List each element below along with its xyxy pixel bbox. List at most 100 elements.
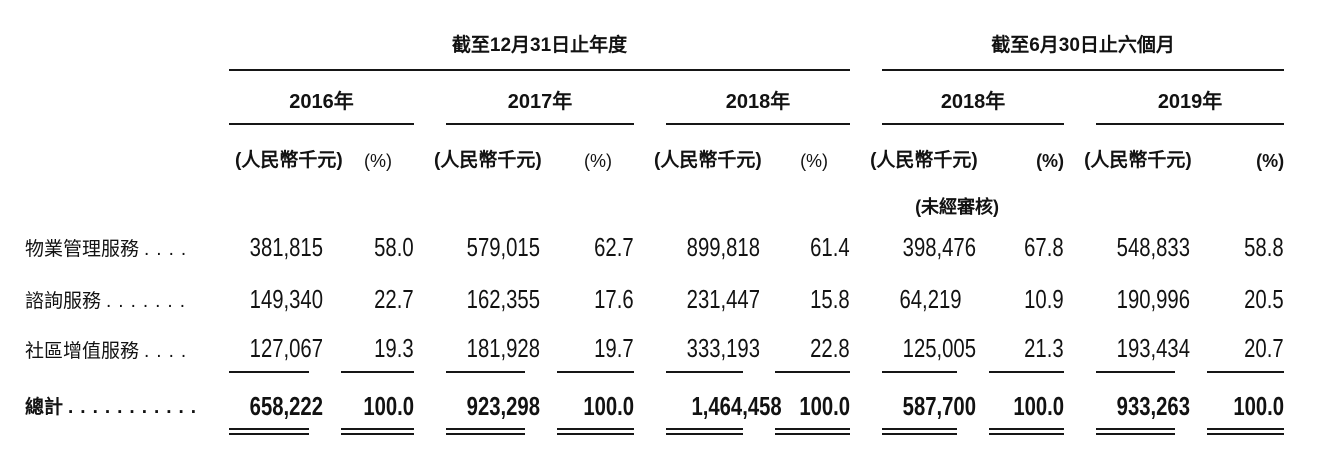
total-value-cell: 587,700 — [850, 373, 976, 435]
percent-cell: 20.7 — [1175, 325, 1285, 373]
percent-cell: 22.8 — [743, 325, 851, 373]
spacer-cell — [25, 125, 229, 177]
year-2018-cell: 2018年 — [634, 71, 851, 125]
double-rule: 587,700 — [882, 391, 976, 435]
value-cell: 398,476 — [902, 231, 977, 262]
year-column-header: 2018年 — [666, 85, 851, 125]
sum-rule: 125,005 — [882, 333, 976, 373]
dot-leader: .... — [144, 238, 194, 260]
value-cell: 149,340 — [249, 283, 323, 314]
double-rule: 100.0 — [989, 391, 1065, 435]
sum-rule: 333,193 — [666, 333, 760, 373]
year-2018-interim-cell: 2018年 — [850, 71, 1065, 125]
row-label: 社區增值服務 — [25, 340, 140, 362]
year-column-header: 2016年 — [229, 85, 414, 125]
total-percent-cell: 100.0 — [309, 373, 414, 435]
double-rule: 1,464,458 — [666, 391, 782, 435]
sum-rule: 19.7 — [557, 333, 634, 373]
unaudited-note: (未經審核) — [915, 197, 1000, 217]
percent-cell: 61.4 — [810, 231, 851, 262]
year-column-header: 2019年 — [1096, 85, 1285, 125]
annual-group-cell: 截至12月31日止年度 — [229, 30, 851, 71]
value-cell: 64,219 — [899, 283, 962, 314]
sum-rule: 19.3 — [341, 333, 414, 373]
value-cell: 333,193 — [634, 325, 760, 373]
sum-rule: 181,928 — [446, 333, 540, 373]
double-rule: 933,263 — [1096, 391, 1190, 435]
unit-header: (人民幣千元) — [434, 150, 542, 171]
value-cell: 899,818 — [686, 231, 760, 262]
row-label-cell: 諮詢服務....... — [25, 273, 229, 325]
total-percent-cell: 100.0 — [525, 373, 634, 435]
unaudited-note-row: (未經審核) — [25, 177, 1284, 221]
dot-leader: .... — [144, 340, 194, 362]
double-rule: 100.0 — [341, 391, 414, 435]
total-percent-cell: 100.0 — [1175, 373, 1285, 435]
value-cell: 193,434 — [1064, 325, 1190, 373]
period-group-row: 截至12月31日止年度 截至6月30日止六個月 — [25, 30, 1285, 71]
percent-cell: 19.7 — [525, 325, 634, 373]
percent-cell: 22.7 — [374, 283, 414, 314]
percent-cell: 58.8 — [1244, 231, 1285, 262]
annual-group-header: 截至12月31日止年度 — [229, 30, 851, 71]
spacer-cell — [1064, 177, 1284, 221]
percent-cell: 19.3 — [309, 325, 414, 373]
subheader-row: (人民幣千元) (%) (人民幣千元) (%) (人民幣千元) (%) (人民幣… — [25, 125, 1284, 177]
percent-cell: 10.9 — [1024, 283, 1065, 314]
total-percent-cell: 100.0 — [957, 373, 1065, 435]
year-2017-cell: 2017年 — [414, 71, 634, 125]
value-cell: 125,005 — [850, 325, 976, 373]
sum-rule: 193,434 — [1096, 333, 1190, 373]
value-cell: 579,015 — [466, 231, 540, 262]
value-cell: 548,833 — [1116, 231, 1191, 262]
sum-rule: 20.7 — [1207, 333, 1285, 373]
percent-cell: 17.6 — [594, 283, 634, 314]
value-cell: 162,355 — [466, 283, 540, 314]
row-label-cell: 物業管理服務.... — [25, 221, 229, 273]
sum-rule: 21.3 — [989, 333, 1065, 373]
value-cell: 181,928 — [414, 325, 540, 373]
table-row-community-vas: 社區增值服務.... 127,067 19.3 181,928 19.7 333… — [25, 325, 1285, 373]
spacer-cell — [25, 177, 850, 221]
dot-leader: ........... — [68, 397, 204, 418]
double-rule: 100.0 — [775, 391, 851, 435]
percent-cell: 21.3 — [957, 325, 1065, 373]
spacer-cell — [25, 30, 229, 71]
percent-cell: 58.0 — [374, 231, 414, 262]
double-rule: 100.0 — [1207, 391, 1285, 435]
row-label: 諮詢服務 — [25, 290, 102, 312]
unit-header: (人民幣千元) — [1084, 150, 1192, 171]
year-column-header: 2018年 — [882, 85, 1065, 125]
percent-cell: 67.8 — [1024, 231, 1065, 262]
percent-header: (%) — [584, 151, 612, 171]
table-row-property-management: 物業管理服務.... 381,815 58.0 579,015 62.7 899… — [25, 221, 1284, 273]
total-value-cell: 658,222 — [229, 373, 323, 435]
row-label-cell: 社區增值服務.... — [25, 325, 229, 373]
total-value-cell: 933,263 — [1064, 373, 1190, 435]
total-value-cell: 923,298 — [414, 373, 540, 435]
percent-cell: 62.7 — [594, 231, 634, 262]
value-cell: 231,447 — [686, 283, 760, 314]
year-2016-cell: 2016年 — [229, 71, 414, 125]
row-label: 物業管理服務 — [25, 238, 140, 260]
unit-header: (人民幣千元) — [654, 150, 762, 171]
unit-header: (人民幣千元) — [870, 150, 978, 171]
year-header-row: 2016年 2017年 2018年 2018年 2019年 — [25, 71, 1285, 125]
spacer-cell — [25, 71, 229, 125]
percent-cell: 15.8 — [810, 283, 851, 314]
unit-header: (人民幣千元) — [235, 150, 343, 171]
double-rule: 100.0 — [557, 391, 634, 435]
interim-group-cell: 截至6月30日止六個月 — [850, 30, 1285, 71]
dot-leader: ....... — [106, 290, 192, 312]
table-row-total: 總計........... 658,222 100.0 923,298 100.… — [25, 373, 1285, 435]
total-percent-cell: 100.0 — [743, 373, 851, 435]
percent-header: (%) — [1036, 151, 1065, 171]
revenue-by-segment-table: 截至12月31日止年度 截至6月30日止六個月 2016年 2017年 2018… — [25, 30, 1285, 435]
table-row-consulting: 諮詢服務....... 149,340 22.7 162,355 17.6 23… — [25, 273, 1284, 325]
total-value-cell: 1,464,458 — [634, 373, 782, 435]
row-label: 總計 — [25, 397, 64, 418]
interim-group-header: 截至6月30日止六個月 — [882, 30, 1285, 71]
percent-cell: 20.5 — [1244, 283, 1285, 314]
percent-header: (%) — [800, 151, 829, 171]
sum-rule: 127,067 — [229, 333, 323, 373]
